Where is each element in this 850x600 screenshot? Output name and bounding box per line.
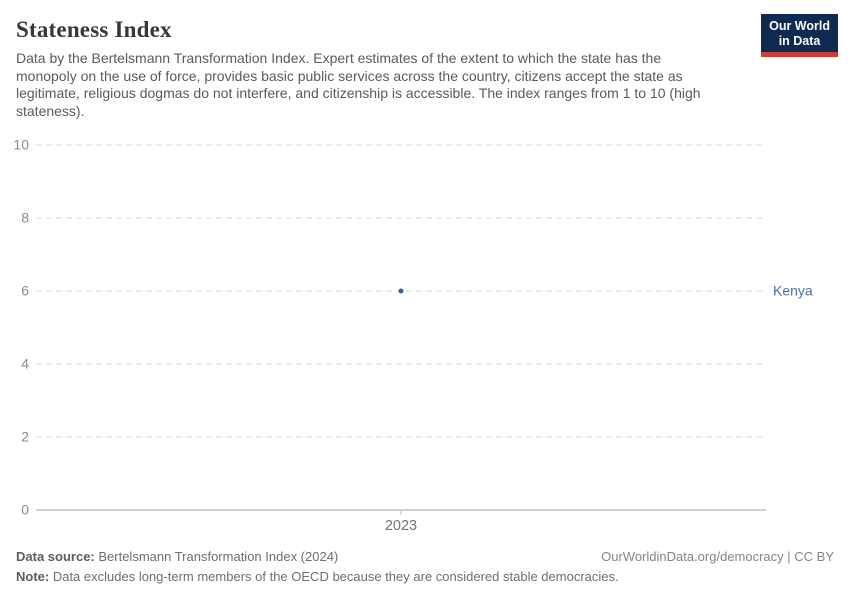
footer-license-link[interactable]: OurWorldinData.org/democracy | CC BY	[601, 549, 834, 564]
chart-subtitle: Data by the Bertelsmann Transformation I…	[16, 50, 701, 120]
owid-logo[interactable]: Our World in Data	[761, 14, 838, 57]
chart-footer: Data source: Bertelsmann Transformation …	[16, 547, 834, 587]
series-label-kenya[interactable]: Kenya	[773, 283, 813, 299]
chart-header: Stateness Index Data by the Bertelsmann …	[16, 16, 701, 120]
subtitle-line: stateness).	[16, 102, 85, 119]
footer-note-text: Data excludes long-term members of the O…	[49, 569, 619, 584]
data-source-label: Data source:	[16, 549, 95, 564]
y-tick-label: 6	[21, 283, 29, 299]
x-tick-label: 2023	[385, 518, 417, 534]
y-tick-label: 0	[21, 502, 29, 518]
subtitle-line: Data by the Bertelsmann Transformation I…	[16, 50, 662, 66]
page-title: Stateness Index	[16, 17, 172, 42]
y-tick-label: 10	[13, 137, 29, 153]
data-source: Data source: Bertelsmann Transformation …	[16, 547, 338, 567]
owid-logo-line1: Our World	[769, 19, 830, 33]
footer-note: Note: Data excludes long-term members of…	[16, 567, 619, 587]
y-tick-label: 8	[21, 210, 29, 226]
subtitle-line: legitimate, religious dogmas do not inte…	[16, 85, 701, 102]
owid-logo-line2: in Data	[778, 33, 821, 48]
subtitle-line: monopoly on the use of force, provides b…	[16, 67, 683, 84]
y-tick-label: 4	[21, 356, 29, 372]
data-point-kenya[interactable]	[398, 288, 404, 294]
data-source-text: Bertelsmann Transformation Index (2024)	[94, 549, 339, 564]
y-tick-label: 2	[21, 429, 29, 445]
footer-note-label: Note:	[16, 569, 50, 584]
